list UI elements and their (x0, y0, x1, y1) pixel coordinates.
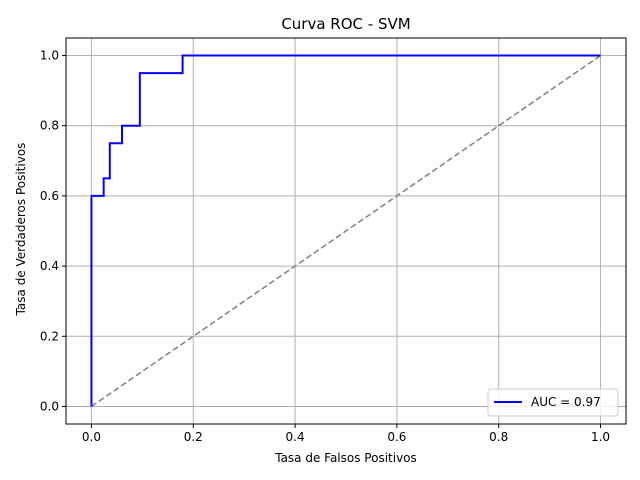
roc-curve-line (90, 54, 601, 407)
y-tick-label: 0.2 (40, 329, 59, 343)
y-tick-label: 0.8 (40, 119, 59, 133)
legend: AUC = 0.97 (487, 388, 619, 417)
x-tick-label: 0.4 (286, 430, 305, 444)
plot-frame (65, 37, 627, 425)
x-axis-label: Tasa de Falsos Positivos (274, 451, 417, 465)
chance-line (91, 54, 601, 408)
x-tick-label: 0.0 (82, 430, 101, 444)
y-tick-label: 0.6 (40, 189, 59, 203)
chart-title: Curva ROC - SVM (281, 15, 410, 33)
y-tick-label: 0.4 (40, 259, 59, 273)
y-tick-label: 0.0 (40, 399, 59, 413)
y-tick-label: 1.0 (40, 49, 59, 63)
series-layer (90, 54, 601, 408)
grid (66, 38, 626, 424)
legend-box (487, 388, 619, 417)
x-tick-label: 0.2 (184, 430, 203, 444)
legend-entry: AUC = 0.97 (531, 395, 601, 409)
x-tick-label: 0.8 (489, 430, 508, 444)
x-tick-label: 1.0 (591, 430, 610, 444)
y-axis-label: Tasa de Verdaderos Positivos (14, 143, 28, 317)
x-tick-label: 0.6 (387, 430, 406, 444)
ticks: 0.0 0.2 0.4 0.6 0.8 1.0 0.0 0.2 0.4 0.6 0.8 1.0 (40, 49, 610, 444)
